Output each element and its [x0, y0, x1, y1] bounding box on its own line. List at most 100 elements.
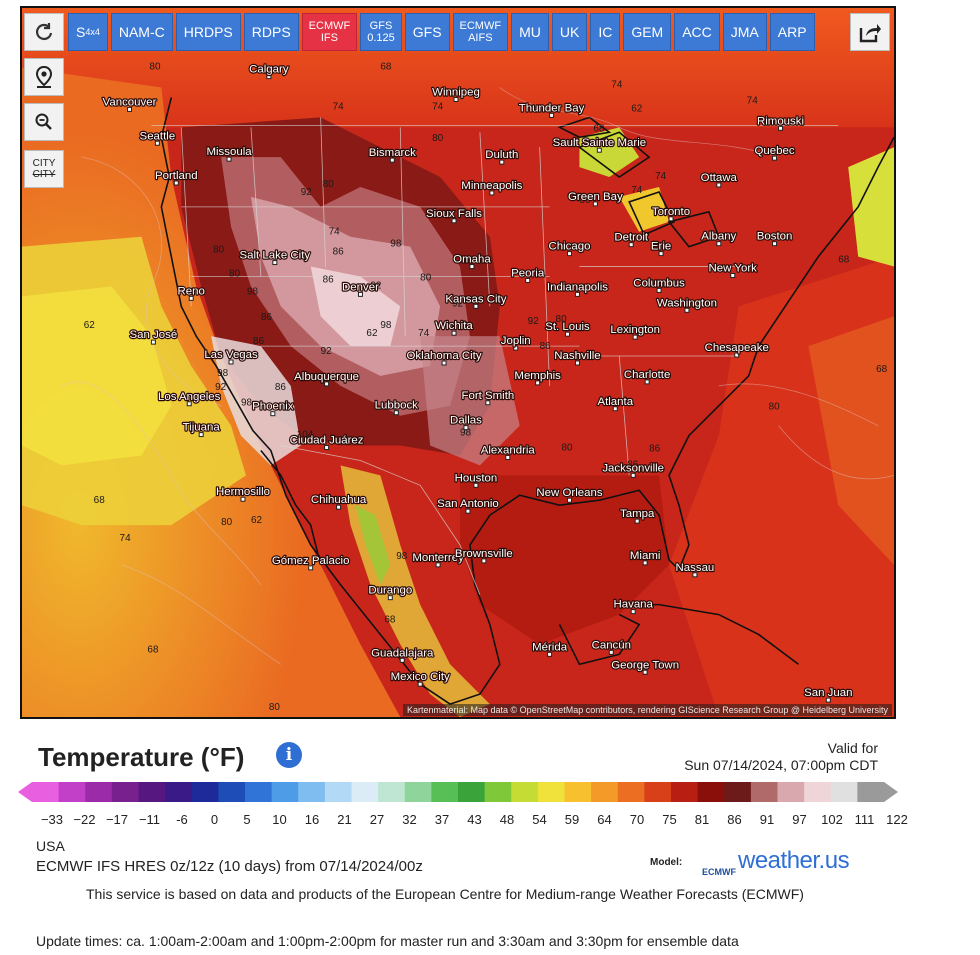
model-button-jma[interactable]: JMA [722, 13, 767, 51]
model-button-gem[interactable]: GEM [623, 13, 672, 51]
city-marker-albuquerque[interactable]: Albuquerque [293, 370, 360, 387]
city-marker-sioux-falls[interactable]: Sioux Falls [425, 207, 483, 224]
city-marker-thunder-bay[interactable]: Thunder Bay [518, 101, 586, 118]
city-marker-calgary[interactable]: Calgary [248, 62, 290, 80]
city-marker-boston[interactable]: Boston [756, 230, 794, 247]
forecast-map[interactable]: 80 68 74 74 62 68 74 74 80 92 80 74 74 80 68 80 92 74 86 86… [20, 6, 896, 719]
city-dot [150, 339, 156, 345]
share-button[interactable] [850, 13, 890, 51]
city-marker-portland[interactable]: Portland [154, 169, 199, 186]
city-marker-joplin[interactable]: Joplin [500, 334, 532, 351]
city-labels-toggle[interactable]: CITY CITY [24, 150, 64, 188]
model-button-hrdps[interactable]: HRDPS [175, 13, 241, 51]
city-marker-wichita[interactable]: Wichita [434, 319, 475, 336]
city-marker-lubbock[interactable]: Lubbock [373, 399, 419, 416]
city-marker-washington[interactable]: Washington [656, 296, 718, 313]
city-marker-havana[interactable]: Havana [612, 597, 655, 615]
city-marker-denver[interactable]: Denver [341, 280, 380, 297]
city-marker-las-vegas[interactable]: Las Vegas [203, 348, 259, 365]
city-marker-minneapolis[interactable]: Minneapolis [460, 179, 524, 196]
city-marker-ottawa[interactable]: Ottawa [699, 171, 739, 188]
city-marker-new-orleans[interactable]: New Orleans [535, 486, 604, 503]
zoom-out-button[interactable] [24, 103, 64, 141]
city-marker-rimouski[interactable]: Rimouski [756, 114, 805, 131]
city-marker-canc-n[interactable]: Cancún [590, 638, 632, 655]
city-marker-nassau[interactable]: Nassau [674, 561, 716, 578]
city-marker-chesapeake[interactable]: Chesapeake [703, 341, 770, 358]
location-button[interactable] [24, 58, 64, 96]
model-button-gfs[interactable]: GFS [404, 13, 450, 51]
city-marker-quebec[interactable]: Quebec [753, 144, 796, 161]
city-marker-oklahoma-city[interactable]: Oklahoma City [405, 349, 483, 366]
city-marker-peoria[interactable]: Peoria [510, 266, 546, 283]
model-button-arp[interactable]: ARP [769, 13, 815, 51]
info-icon[interactable]: i [276, 742, 302, 768]
city-marker-detroit[interactable]: Detroit [613, 230, 650, 248]
city-marker-ciudad-ju-rez[interactable]: Ciudad Juárez [289, 433, 365, 451]
city-marker-fort-smith[interactable]: Fort Smith [460, 389, 515, 406]
model-button-gfs-0-125[interactable]: GFS 0.125 [360, 13, 402, 51]
city-marker-new-york[interactable]: New York [707, 261, 758, 278]
city-marker-indianapolis[interactable]: Indianapolis [546, 280, 609, 297]
city-marker-durango[interactable]: Durango [367, 584, 413, 601]
city-marker-salt-lake-city[interactable]: Salt Lake City [238, 248, 312, 266]
city-marker-miami[interactable]: Miami [629, 549, 662, 566]
city-marker-vancouver[interactable]: Vancouver [101, 95, 158, 112]
city-marker-tampa[interactable]: Tampa [619, 507, 656, 524]
city-marker-chihuahua[interactable]: Chihuahua [310, 493, 368, 510]
city-marker-tijuana[interactable]: Tijuana [181, 420, 222, 438]
model-button-mu[interactable]: MU [511, 13, 549, 51]
city-marker-san-jos-[interactable]: San José [128, 328, 178, 345]
city-marker-albany[interactable]: Albany [700, 230, 738, 247]
city-marker-los-angeles[interactable]: Los Angeles [157, 390, 222, 407]
model-button-uk[interactable]: UK [551, 13, 588, 51]
city-marker-duluth[interactable]: Duluth [484, 148, 520, 165]
model-button-s-4x4[interactable]: S 4x4 [68, 13, 108, 51]
temperature-map-canvas[interactable]: 80 68 74 74 62 68 74 74 80 92 80 74 74 80 68 80 92 74 86 86… [22, 8, 894, 717]
city-marker-kansas-city[interactable]: Kansas City [444, 292, 508, 309]
city-marker-missoula[interactable]: Missoula [205, 145, 253, 162]
city-marker-g-mez-palacio[interactable]: Gómez Palacio [271, 554, 351, 571]
city-marker-toronto[interactable]: Toronto [651, 205, 691, 222]
city-marker-seattle[interactable]: Seattle [138, 129, 176, 146]
weather-us-logo[interactable]: weather.us [738, 847, 850, 874]
model-button-ecmwf-ifs[interactable]: ECMWF IFS [301, 13, 358, 51]
map-attribution[interactable]: Kartenmaterial: Map data © OpenStreetMap… [403, 704, 892, 716]
city-marker-winnipeg[interactable]: Winnipeg [431, 85, 481, 102]
model-button-ic[interactable]: IC [590, 13, 621, 51]
city-marker-lexington[interactable]: Lexington [609, 323, 661, 340]
model-button-ecmwf-aifs[interactable]: ECMWF AIFS [452, 13, 509, 51]
city-marker-bismarck[interactable]: Bismarck [368, 146, 417, 163]
refresh-button[interactable] [24, 13, 64, 51]
model-button-acc[interactable]: ACC [674, 13, 720, 51]
city-marker-st-louis[interactable]: St. Louis [544, 320, 591, 337]
brand-block[interactable]: Model: ECMWF weather.us [650, 845, 880, 881]
city-marker-green-bay[interactable]: Green Bay [567, 190, 624, 207]
city-marker-houston[interactable]: Houston [453, 471, 498, 488]
city-marker-chicago[interactable]: Chicago [547, 239, 592, 257]
city-marker-atlanta[interactable]: Atlanta [596, 395, 635, 412]
city-marker-nashville[interactable]: Nashville [553, 349, 602, 366]
city-marker-memphis[interactable]: Memphis [513, 369, 562, 386]
city-marker-brownsville[interactable]: Brownsville [454, 547, 514, 564]
city-marker-m-rida[interactable]: Mérida [531, 640, 569, 657]
city-marker-monterrey[interactable]: Monterrey [411, 551, 465, 568]
city-marker-san-antonio[interactable]: San Antonio [436, 497, 500, 514]
city-marker-hermosillo[interactable]: Hermosillo [215, 485, 271, 502]
city-marker-dallas[interactable]: Dallas [449, 413, 483, 431]
city-marker-guadalajara[interactable]: Guadalajara [370, 646, 435, 663]
model-button-nam-c[interactable]: NAM-C [110, 13, 173, 51]
city-marker-jacksonville[interactable]: Jacksonville [601, 461, 665, 478]
city-marker-george-town[interactable]: George Town [610, 658, 680, 675]
city-marker-erie[interactable]: Erie [650, 239, 672, 257]
city-marker-mexico-city[interactable]: Mexico City [389, 670, 451, 687]
city-marker-alexandria[interactable]: Alexandria [480, 443, 537, 460]
model-button-rdps[interactable]: RDPS [243, 13, 299, 51]
city-marker-omaha[interactable]: Omaha [452, 252, 493, 270]
city-marker-charlotte[interactable]: Charlotte [623, 368, 672, 385]
city-marker-columbus[interactable]: Columbus [632, 276, 686, 293]
city-marker-phoenix[interactable]: Phoenix [251, 400, 295, 417]
city-marker-sault-sainte-marie[interactable]: Sault Sainte Marie [551, 136, 647, 153]
city-marker-san-juan[interactable]: San Juan [803, 686, 854, 703]
city-marker-reno[interactable]: Reno [176, 284, 206, 301]
